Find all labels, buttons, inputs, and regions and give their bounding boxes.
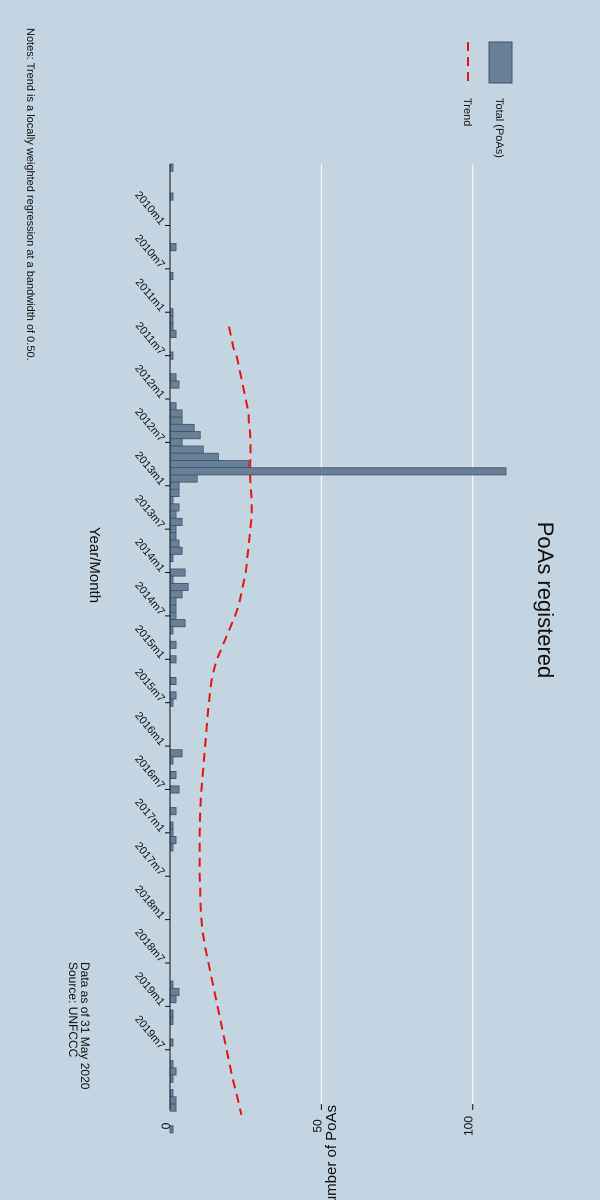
legend: Total (PoAs) Trend	[461, 41, 513, 158]
bar	[169, 243, 177, 252]
bar	[169, 488, 180, 498]
y-tick-label: 0	[159, 1122, 173, 1129]
bar	[169, 546, 183, 555]
bar	[169, 481, 180, 490]
bar	[169, 532, 177, 541]
bar	[169, 1096, 177, 1105]
x-axis-title: Year/Month	[86, 527, 103, 603]
bar	[169, 995, 177, 1004]
bar	[169, 836, 177, 845]
bar	[169, 749, 183, 758]
bar	[169, 431, 201, 440]
bar	[169, 539, 180, 548]
bar	[169, 373, 177, 382]
bar	[169, 525, 177, 534]
bars	[169, 163, 507, 1134]
y-axis: 0 50 100	[159, 164, 476, 1136]
plot-area	[170, 164, 505, 1104]
bar	[169, 445, 204, 454]
y-tick-label: 50	[310, 1119, 324, 1133]
bar	[169, 691, 177, 700]
bar	[169, 655, 177, 664]
bar	[169, 807, 177, 816]
legend-swatch-bars	[488, 41, 513, 84]
bar	[169, 460, 250, 469]
bar	[169, 604, 177, 613]
bar	[169, 416, 183, 425]
source-note: Source: UNFCCC	[66, 962, 80, 1058]
y-tick-label: 100	[462, 1116, 476, 1136]
data-date-note: Data as of 31 May 2020	[78, 962, 92, 1090]
trend-method-note: Notes: Trend is a locally weighted regre…	[24, 28, 36, 361]
bar	[169, 423, 195, 432]
bar	[169, 503, 180, 512]
bar	[169, 611, 177, 620]
bar	[169, 517, 183, 526]
bar	[169, 452, 219, 461]
bar	[169, 1067, 177, 1076]
bar	[169, 329, 177, 338]
bar	[169, 380, 180, 389]
gridlines	[320, 164, 474, 1104]
bar	[169, 402, 177, 411]
bar	[169, 1125, 174, 1134]
bar	[169, 438, 183, 447]
bar	[169, 619, 186, 628]
chart-title: PoAs registered	[533, 522, 558, 679]
bar	[169, 597, 177, 606]
bar	[169, 1103, 177, 1112]
bar	[169, 785, 180, 794]
bar	[169, 640, 177, 649]
bar	[169, 409, 183, 418]
bar	[169, 568, 186, 577]
bar	[169, 987, 180, 996]
legend-label-trend: Trend	[461, 98, 473, 126]
bar	[169, 590, 183, 599]
bar	[169, 770, 177, 780]
y-axis-title: Number of PoAs	[323, 1105, 340, 1200]
bar	[169, 676, 177, 686]
bar	[169, 582, 189, 592]
trend-line	[198, 326, 253, 1116]
bar	[169, 510, 177, 519]
bar	[169, 467, 507, 476]
legend-label-bars: Total (PoAs)	[493, 98, 505, 158]
bar	[169, 474, 198, 483]
